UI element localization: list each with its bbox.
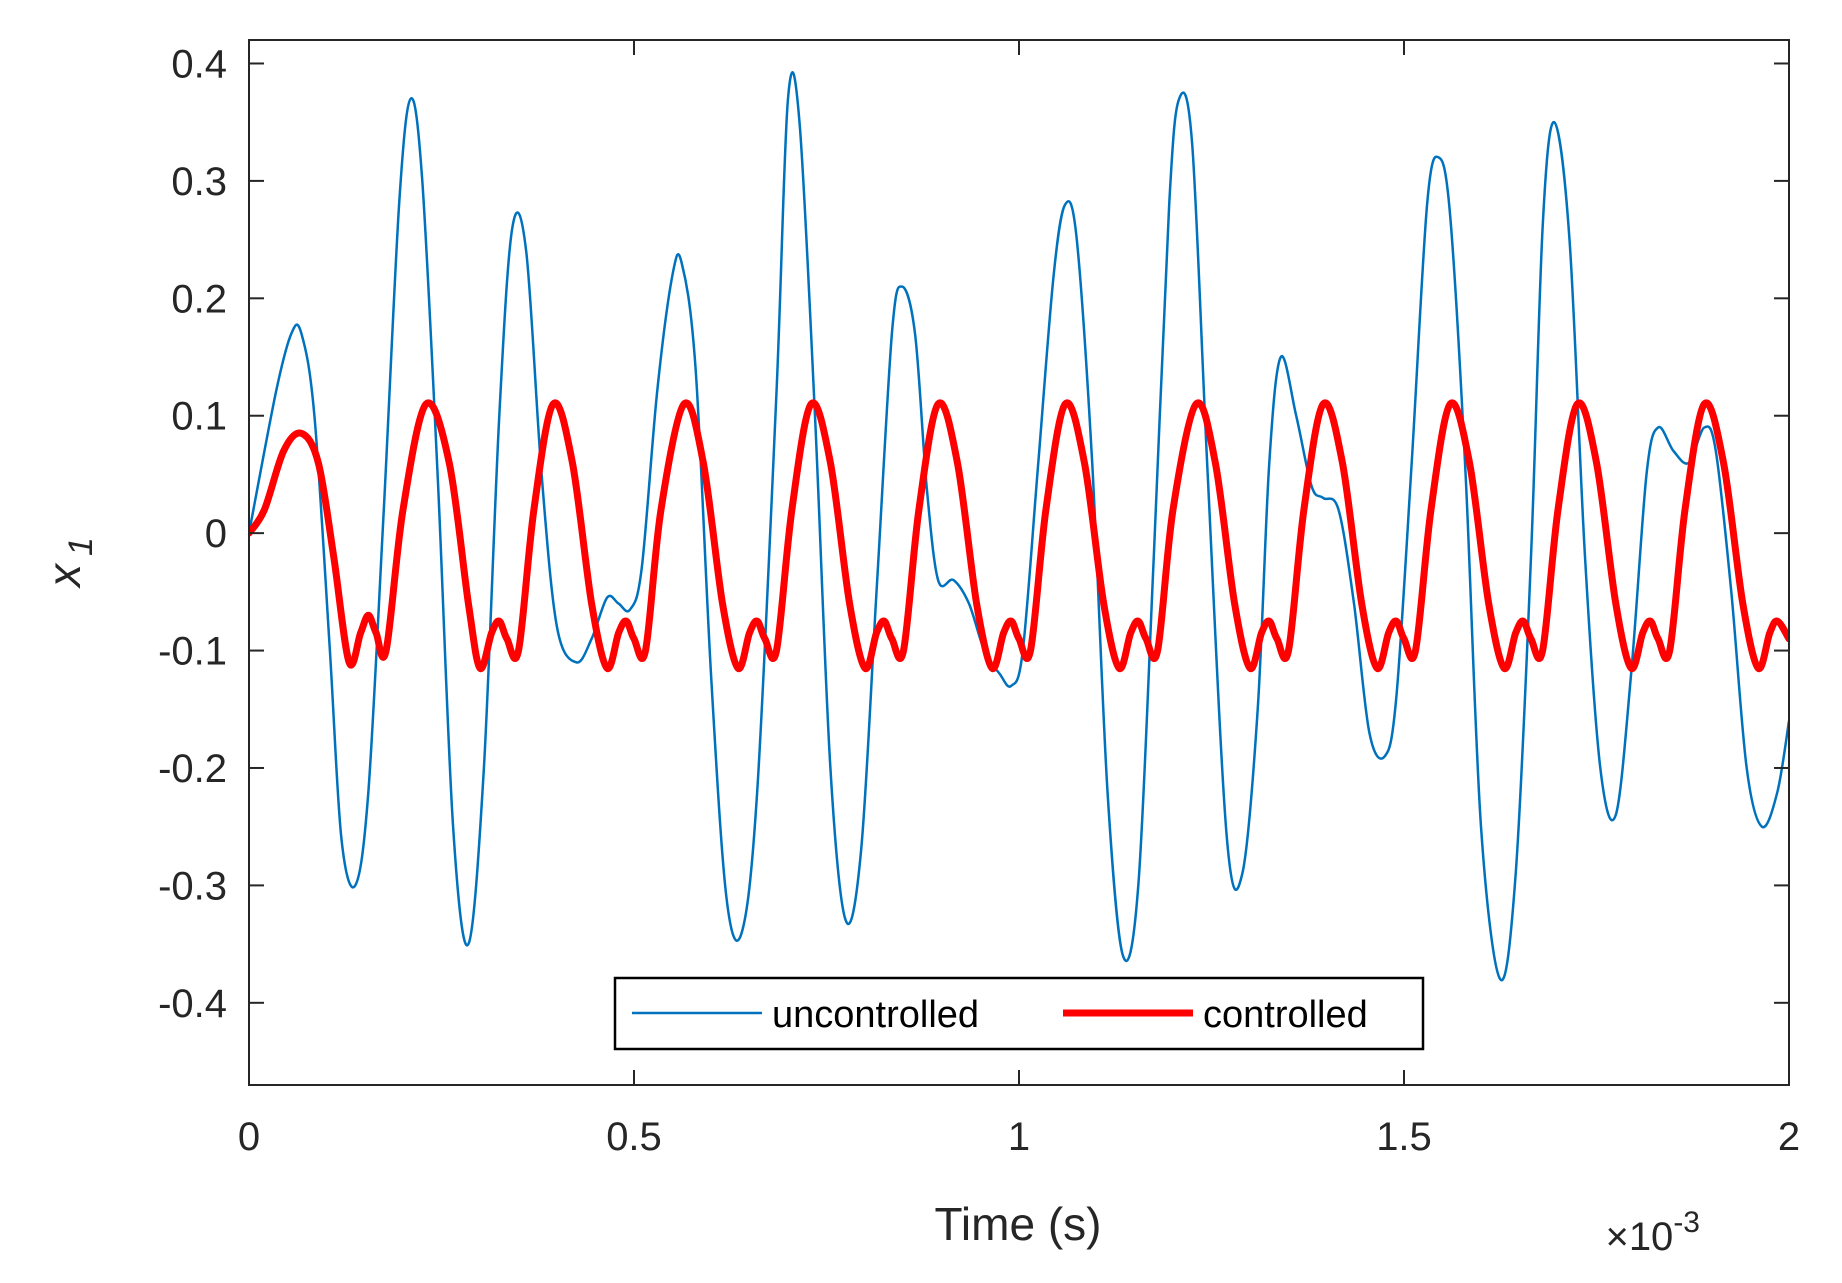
y-tick-label: -0.2 — [158, 747, 227, 791]
y-axis-title-main: x — [38, 562, 90, 589]
x-axis-exponent: ×10-3 — [1605, 1206, 1700, 1259]
x-tick-label: 1 — [1008, 1115, 1030, 1159]
legend-label-controlled: controlled — [1203, 994, 1368, 1036]
series-layer — [249, 71, 1789, 982]
x-exponent-base: ×10 — [1605, 1215, 1673, 1259]
y-tick-label: 0.4 — [171, 42, 227, 86]
y-tick-label: -0.1 — [158, 630, 227, 674]
x-tick-label: 1.5 — [1376, 1115, 1432, 1159]
y-ticks: 0.4 0.3 0.2 0.1 0 -0.1 -0.2 -0.3 -0.4 — [158, 42, 1789, 1026]
x-tick-label: 2 — [1778, 1115, 1800, 1159]
y-axis-title: x1 — [38, 537, 100, 589]
y-tick-label: 0.2 — [171, 277, 227, 321]
y-tick-label: -0.3 — [158, 864, 227, 908]
x-ticks: 0 0.5 1 1.5 2 — [238, 40, 1800, 1159]
x-exponent-power: -3 — [1673, 1206, 1700, 1239]
series-line-controlled — [249, 399, 1789, 672]
x-tick-label: 0.5 — [606, 1115, 662, 1159]
y-tick-label: 0.1 — [171, 395, 227, 439]
legend: uncontrolled controlled — [613, 976, 1425, 1051]
plot-area — [249, 40, 1789, 1085]
x-axis-title: Time (s) — [935, 1198, 1102, 1250]
legend-label-uncontrolled: uncontrolled — [772, 994, 979, 1036]
svg-text:x1: x1 — [38, 537, 100, 589]
y-tick-label: 0.3 — [171, 160, 227, 204]
x-tick-label: 0 — [238, 1115, 260, 1159]
y-axis-title-subscript: 1 — [62, 537, 100, 556]
y-tick-label: -0.4 — [158, 982, 227, 1026]
y-tick-label: 0 — [205, 512, 227, 556]
